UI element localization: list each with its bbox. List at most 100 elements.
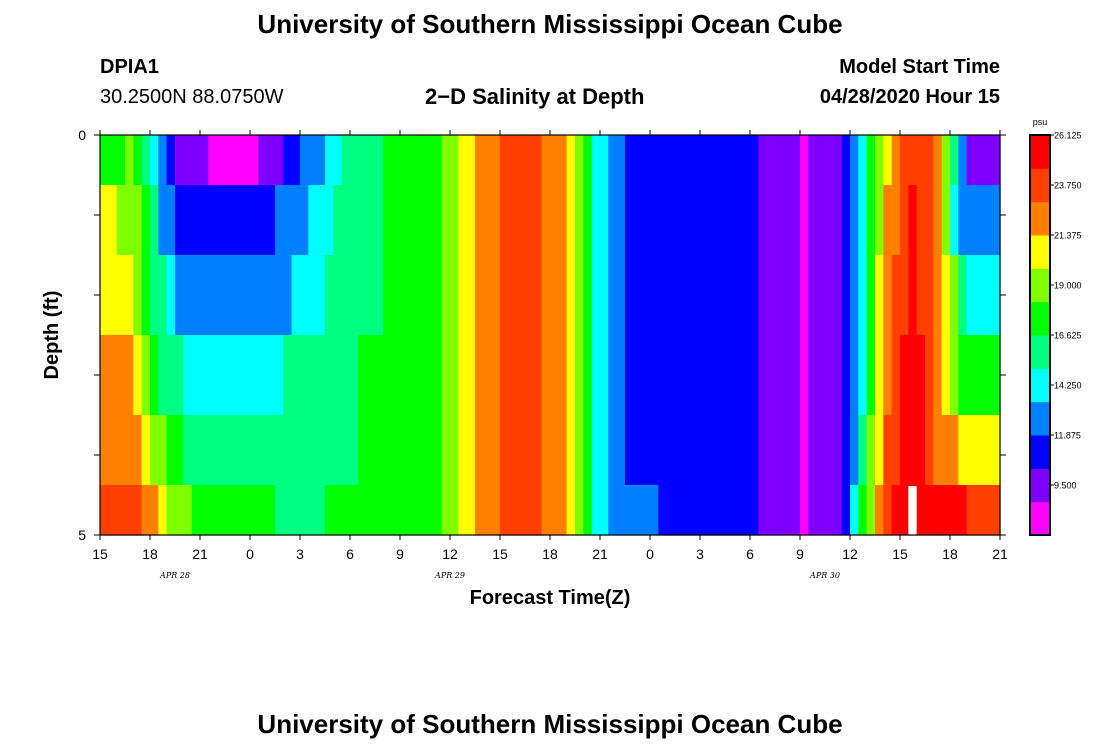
heatmap-cell [675,185,684,256]
heatmap-cell [708,485,718,536]
heatmap-cell [716,415,726,486]
heatmap-cell [666,485,676,536]
heatmap-cell [400,135,409,186]
heatmap-cell [625,135,634,186]
heatmap-cell [425,415,434,486]
heatmap-cell [966,335,976,416]
heatmap-cell [933,255,943,336]
heatmap-cell [483,185,493,256]
heatmap-cell [675,485,684,536]
colorbar-label: 16.625 [1054,331,1082,341]
heatmap-cell [150,335,159,416]
heatmap-cell [166,485,176,536]
heatmap-cell [516,335,526,416]
heatmap-cell [441,255,451,336]
colorbar-swatch [1030,135,1050,169]
heatmap-cell [550,255,559,336]
heatmap-cell [733,335,743,416]
heatmap-cell [350,185,359,256]
heatmap-cell [175,335,184,416]
x-tick-label: 15 [892,546,908,562]
heatmap-cell [941,335,951,416]
heatmap-cell [758,255,768,336]
heatmap-cell [875,185,884,256]
heatmap-cell [108,415,118,486]
heatmap-cell [716,135,726,186]
heatmap-cell [791,255,801,336]
heatmap-cell [500,415,509,486]
heatmap-cell [800,335,809,416]
heatmap-cell [725,255,734,336]
heatmap-cell [258,485,268,536]
heatmap-cell [191,135,201,186]
x-tick-label: 6 [746,546,754,562]
heatmap-cell [766,135,776,186]
heatmap-cell [608,335,618,416]
heatmap-cell [433,485,443,536]
heatmap-cell [541,135,551,186]
colorbar-label: 21.375 [1054,231,1082,241]
heatmap-cell [741,415,751,486]
heatmap-cell [900,255,909,336]
heatmap-cell [241,255,251,336]
heatmap-cell [725,335,734,416]
heatmap-cell [358,335,368,416]
heatmap-cell [216,415,226,486]
heatmap-cell [616,185,626,256]
heatmap-cell [500,335,509,416]
heatmap-cell [516,415,526,486]
heatmap-cell [508,415,518,486]
heatmap-cell [525,335,534,416]
heatmap-cell [325,135,334,186]
heatmap-cell [833,185,843,256]
heatmap-cell [116,255,126,336]
heatmap-cell [641,335,651,416]
heatmap-cell [200,415,209,486]
heatmap-cell [525,255,534,336]
heatmap-cell [158,255,168,336]
heatmap-cell [558,255,568,336]
heatmap-cell [708,185,718,256]
y-tick-label: 0 [78,127,86,143]
heatmap-cell [316,255,326,336]
x-tick-label: 9 [396,546,404,562]
heatmap-cell [575,135,584,186]
heatmap-cell [816,185,826,256]
heatmap-cell [775,185,784,256]
heatmap-cell [358,415,368,486]
heatmap-cell [441,335,451,416]
heatmap-cell [583,185,593,256]
heatmap-cell [725,415,734,486]
heatmap-cell [491,415,501,486]
heatmap-cell [133,185,143,256]
heatmap-cell [450,485,459,536]
heatmap-cell [983,415,993,486]
heatmap-cell [983,335,993,416]
heatmap-cell [166,415,176,486]
heatmap-cell [183,135,193,186]
heatmap-cell [200,335,209,416]
heatmap-cell [558,415,568,486]
heatmap-cell [266,185,276,256]
heatmap-cell [158,135,168,186]
heatmap-cell [791,185,801,256]
heatmap-cell [283,415,293,486]
heatmap-cell [600,415,609,486]
heatmap-cell [858,335,868,416]
heatmap-cell [575,335,584,416]
heatmap-cell [733,485,743,536]
heatmap-cell [958,255,968,336]
heatmap-cell [908,335,918,416]
heatmap-cell [275,185,284,256]
heatmap-cell [808,485,818,536]
heatmap-cell [333,255,343,336]
heatmap-cell [333,185,343,256]
heatmap-cell [566,335,576,416]
heatmap-cell [900,415,909,486]
heatmap-cell [325,415,334,486]
heatmap-cell [916,255,926,336]
heatmap-cell [266,485,276,536]
heatmap-cell [291,255,301,336]
y-axis: 05 [78,127,1006,543]
